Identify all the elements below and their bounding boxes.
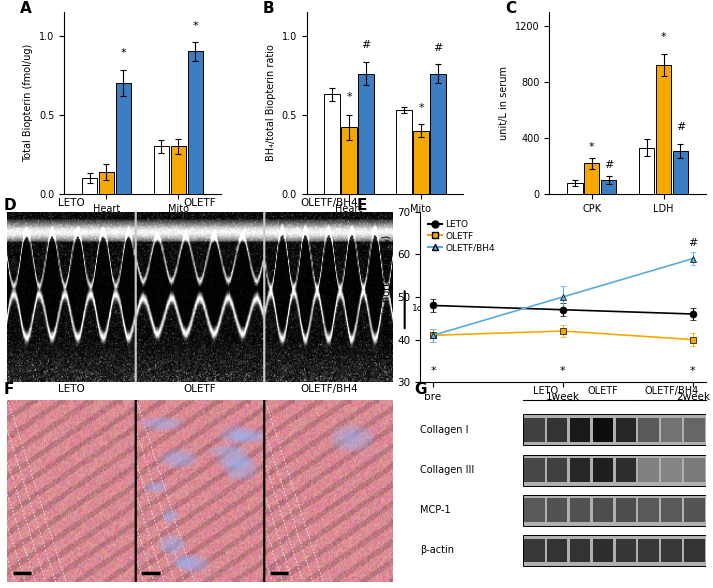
FancyBboxPatch shape <box>523 495 706 526</box>
Text: LETO: LETO <box>58 198 85 208</box>
Text: F: F <box>4 382 14 397</box>
Bar <box>584 163 600 194</box>
Text: D: D <box>4 198 16 213</box>
Text: *: * <box>661 32 667 42</box>
Text: #: # <box>361 40 371 50</box>
FancyBboxPatch shape <box>638 459 659 482</box>
FancyBboxPatch shape <box>570 499 590 522</box>
FancyBboxPatch shape <box>570 459 590 482</box>
Bar <box>324 94 340 194</box>
Text: G: G <box>414 382 427 397</box>
Text: *: * <box>418 103 424 113</box>
FancyBboxPatch shape <box>661 539 682 562</box>
Bar <box>567 183 583 194</box>
FancyBboxPatch shape <box>523 415 706 446</box>
FancyBboxPatch shape <box>684 499 704 522</box>
FancyBboxPatch shape <box>684 459 704 482</box>
Text: MCP-1: MCP-1 <box>420 505 451 515</box>
Text: #: # <box>434 43 443 53</box>
Text: *: * <box>690 366 696 376</box>
Bar <box>656 65 672 194</box>
Y-axis label: unit/L in serum: unit/L in serum <box>499 66 510 140</box>
FancyBboxPatch shape <box>570 539 590 562</box>
Text: OLETF/BH4: OLETF/BH4 <box>300 198 358 208</box>
Bar <box>82 178 98 194</box>
Text: OLETF/BH4: OLETF/BH4 <box>300 385 358 395</box>
FancyBboxPatch shape <box>615 459 636 482</box>
FancyBboxPatch shape <box>593 459 613 482</box>
FancyBboxPatch shape <box>661 459 682 482</box>
Bar <box>116 83 131 194</box>
Text: #: # <box>604 160 613 170</box>
FancyBboxPatch shape <box>638 499 659 522</box>
Text: #: # <box>676 122 685 132</box>
Text: OLETF: OLETF <box>184 385 217 395</box>
Text: Collagen I: Collagen I <box>420 425 468 435</box>
Text: *: * <box>347 92 352 102</box>
Text: *: * <box>193 21 198 31</box>
Y-axis label: BH₄/total Biopterin ratio: BH₄/total Biopterin ratio <box>266 45 276 161</box>
FancyBboxPatch shape <box>661 418 682 442</box>
FancyBboxPatch shape <box>524 459 545 482</box>
FancyBboxPatch shape <box>615 499 636 522</box>
Bar <box>358 74 374 194</box>
Text: LETO: LETO <box>58 385 85 395</box>
FancyBboxPatch shape <box>524 499 545 522</box>
FancyBboxPatch shape <box>547 539 568 562</box>
Text: 1cm: 1cm <box>412 305 432 313</box>
FancyBboxPatch shape <box>547 459 568 482</box>
Text: *: * <box>430 366 436 376</box>
Legend: LETO, OLETF, OLETF/BH4: LETO, OLETF, OLETF/BH4 <box>424 216 498 256</box>
Bar <box>639 148 655 194</box>
Text: *: * <box>120 48 126 58</box>
FancyBboxPatch shape <box>547 499 568 522</box>
Text: *: * <box>589 142 595 152</box>
FancyBboxPatch shape <box>593 539 613 562</box>
Text: Collagen III: Collagen III <box>420 465 474 475</box>
Y-axis label: Total Biopterin (fmol/ug): Total Biopterin (fmol/ug) <box>24 44 34 162</box>
FancyBboxPatch shape <box>684 418 704 442</box>
FancyBboxPatch shape <box>661 499 682 522</box>
Bar <box>414 131 429 194</box>
Text: #: # <box>688 238 697 248</box>
Text: C: C <box>506 1 517 16</box>
Bar <box>154 146 169 194</box>
Bar <box>170 146 186 194</box>
FancyBboxPatch shape <box>593 418 613 442</box>
Text: B: B <box>263 1 275 16</box>
Text: OLETF: OLETF <box>184 198 217 208</box>
FancyBboxPatch shape <box>524 539 545 562</box>
Text: OLETF/BH4: OLETF/BH4 <box>645 386 699 396</box>
Y-axis label: Fractional Shortening (%): Fractional Shortening (%) <box>381 235 391 359</box>
FancyBboxPatch shape <box>615 418 636 442</box>
Bar <box>430 74 446 194</box>
Bar <box>188 51 203 194</box>
FancyBboxPatch shape <box>523 455 706 486</box>
Bar <box>672 151 688 194</box>
Bar <box>342 128 356 194</box>
Text: A: A <box>21 1 32 16</box>
FancyBboxPatch shape <box>523 534 706 566</box>
Text: OLETF: OLETF <box>588 386 618 396</box>
Bar <box>396 110 412 194</box>
FancyBboxPatch shape <box>638 418 659 442</box>
Text: LETO: LETO <box>533 386 558 396</box>
Text: *: * <box>560 366 565 376</box>
FancyBboxPatch shape <box>684 539 704 562</box>
FancyBboxPatch shape <box>524 418 545 442</box>
Text: β-actin: β-actin <box>420 545 454 555</box>
Bar <box>601 180 616 194</box>
Bar <box>98 172 114 194</box>
FancyBboxPatch shape <box>593 499 613 522</box>
FancyBboxPatch shape <box>615 539 636 562</box>
FancyBboxPatch shape <box>638 539 659 562</box>
Text: E: E <box>357 198 367 213</box>
FancyBboxPatch shape <box>570 418 590 442</box>
FancyBboxPatch shape <box>547 418 568 442</box>
